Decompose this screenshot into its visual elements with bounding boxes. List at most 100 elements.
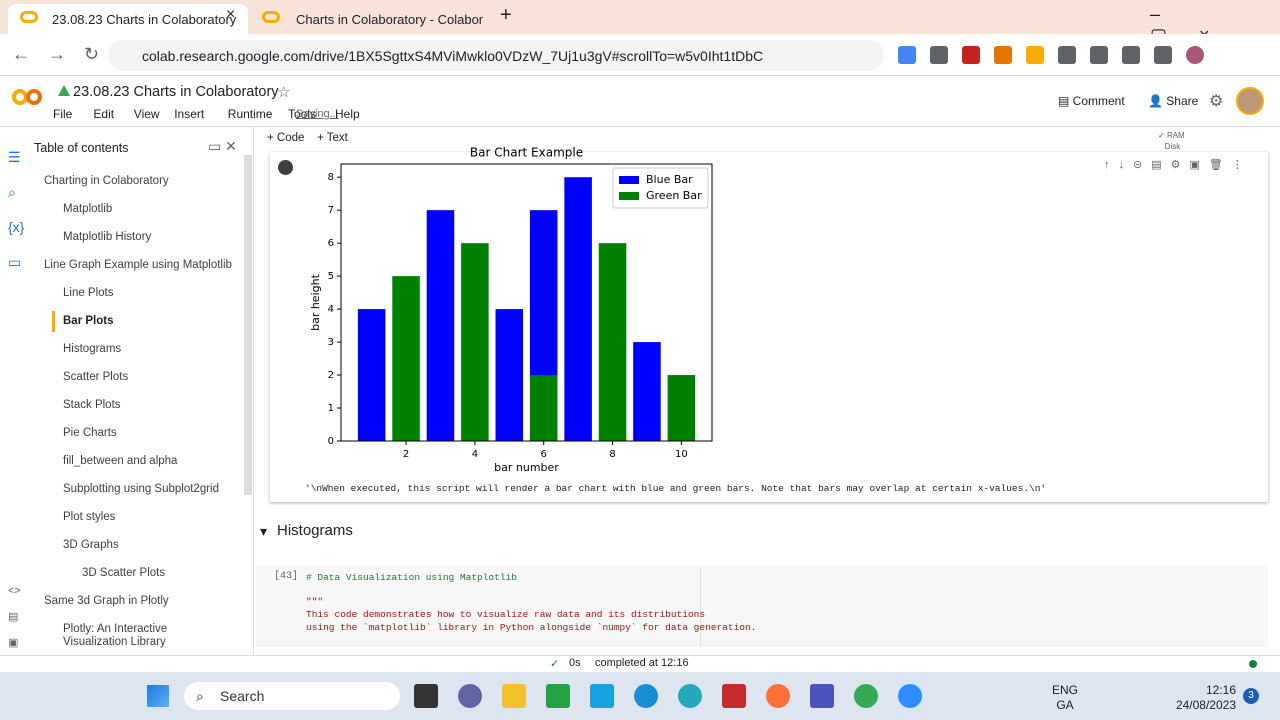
toc-item[interactable]: Matplotlib — [63, 203, 113, 215]
y-tick-label: 5 — [328, 271, 334, 282]
collapse-toggle[interactable]: ▾ — [260, 523, 268, 539]
menu-item[interactable]: File — [53, 107, 73, 121]
tab-icon — [262, 11, 280, 23]
menu-item[interactable]: Insert — [174, 107, 205, 121]
tab-icon — [20, 11, 38, 23]
menu-item[interactable]: View — [133, 107, 160, 121]
toc-item[interactable]: Plotly: An Interactive Visualization Lib… — [63, 623, 168, 648]
y-tick-label: 0 — [328, 436, 334, 447]
date: 24/08/2023 — [1175, 698, 1236, 712]
x-axis-label: bar number — [494, 461, 559, 474]
nav-buttons[interactable]: ←→↻ — [12, 44, 118, 64]
legend-label: Blue Bar — [646, 173, 693, 186]
code-comment: # Data Visualization using Matplotlib — [306, 572, 517, 583]
avatar[interactable] — [1236, 87, 1264, 115]
comment-button[interactable]: ▤ Comment — [1058, 94, 1125, 108]
settings[interactable]: ⚙ — [1209, 93, 1224, 110]
search-label: Search — [220, 688, 265, 704]
omnibox[interactable] — [108, 40, 884, 71]
axes-frame — [340, 163, 713, 442]
status-check: ✓ — [550, 658, 560, 670]
code-string: This code demonstrates how to visualize … — [306, 609, 706, 620]
y-tick-label: 4 — [328, 304, 334, 315]
disk-label: Disk — [1164, 142, 1181, 151]
code-string: using the `matplotlib` library in Python… — [306, 622, 757, 633]
y-tick-label: 8 — [328, 172, 334, 183]
toc-item[interactable]: fill_between and alpha — [63, 455, 178, 467]
sidebar-bottom-icons[interactable]: <> ▤ ▣ — [8, 585, 21, 649]
tab[interactable]: 23.08.23 Charts in Colaboratory — [8, 4, 248, 34]
time: 12:16 — [1205, 683, 1236, 697]
menu-item[interactable]: Runtime — [227, 107, 273, 121]
lang-2: GA — [1056, 698, 1074, 712]
bar — [392, 276, 420, 441]
x-tick-label: 6 — [541, 449, 547, 460]
add-text[interactable]: + Text — [317, 132, 348, 144]
start-button[interactable] — [147, 685, 169, 707]
toc-item[interactable]: Matplotlib History — [63, 231, 152, 243]
bar — [495, 309, 524, 441]
share-button[interactable]: 👤 Share — [1148, 94, 1199, 108]
search-box[interactable] — [184, 682, 400, 710]
notification-badge[interactable]: 3 — [1243, 688, 1259, 704]
share-label: Share — [1166, 94, 1199, 108]
divider — [0, 126, 1280, 127]
y-tick-label: 7 — [328, 205, 334, 216]
x-tick-label: 8 — [609, 449, 615, 460]
resources[interactable]: ✓ RAM Disk — [1158, 131, 1185, 151]
comment-label: Comment — [1072, 94, 1125, 108]
lang-1: ENG — [1052, 683, 1079, 697]
star[interactable]: ☆ — [277, 84, 291, 101]
clock[interactable]: 12:16 24/08/2023 — [1172, 683, 1236, 713]
status-time: 0s — [569, 657, 581, 669]
toc-item[interactable]: Histograms — [63, 343, 122, 355]
sidebar — [0, 127, 254, 655]
url: colab.research.google.com/drive/1BX5Sgtt… — [142, 48, 764, 64]
section-heading: Histograms — [277, 522, 353, 539]
toc-item[interactable]: Same 3d Graph in Plotly — [44, 595, 169, 607]
toc-item[interactable]: Plot styles — [63, 511, 116, 523]
bar — [529, 375, 558, 441]
y-tick-label: 1 — [328, 403, 334, 414]
sidebar-icons[interactable]: ☰ ⌕ {x} ▭ — [8, 149, 25, 270]
x-tick-label: 2 — [403, 449, 409, 460]
y-axis-label: bar height — [309, 273, 322, 330]
toc-item[interactable]: Line Graph Example using Matplotlib — [44, 259, 232, 271]
notebook-title[interactable]: 23.08.23 Charts in Colaboratory — [73, 84, 279, 100]
cell-actions[interactable]: ↑↓⊝▤⚙▣🗑⋮ — [1104, 159, 1252, 171]
toc-item[interactable]: Pie Charts — [63, 427, 117, 439]
run-button[interactable] — [278, 160, 293, 175]
taskbar-apps[interactable] — [414, 684, 924, 708]
extensions[interactable] — [898, 46, 1228, 66]
toc-item[interactable]: Stack Plots — [63, 399, 121, 411]
drive-icon — [58, 85, 70, 96]
menu-item[interactable]: Tools — [288, 107, 317, 121]
save-status: Saving... — [296, 108, 339, 120]
bar — [564, 177, 592, 441]
language[interactable]: ENG GA — [1052, 683, 1078, 713]
new-tab[interactable]: + — [500, 4, 512, 26]
status-message: completed at 12:16 — [595, 657, 689, 669]
bar — [633, 342, 661, 441]
output-text: '\nWhen executed, this script will rende… — [305, 483, 1047, 494]
tab[interactable]: Charts in Colaboratory - Colabor — [252, 4, 492, 34]
toc-item[interactable]: Line Plots — [63, 287, 114, 299]
menu-item[interactable]: Help — [335, 107, 360, 121]
toc-item[interactable]: Charting in Colaboratory — [44, 175, 169, 187]
bar — [461, 243, 489, 441]
toc-item[interactable]: Bar Plots — [63, 315, 114, 327]
menu-item[interactable]: Edit — [93, 107, 115, 121]
close-tab[interactable]: × — [226, 6, 236, 23]
toc-item[interactable]: Subplotting using Subplot2grid — [63, 483, 220, 495]
bar-chart: 0 1 2 3 4 5 6 7 8 2 4 6 8 10 Bar Chart Example bar numb… — [309, 146, 713, 474]
code-cell[interactable] — [256, 565, 1268, 647]
status-bar — [0, 655, 1280, 672]
toc-item[interactable]: 3D Graphs — [63, 539, 119, 551]
toc-item[interactable]: 3D Scatter Plots — [82, 567, 166, 579]
toc-controls[interactable]: ▭ ✕ — [208, 138, 237, 154]
toc-item[interactable]: Scatter Plots — [63, 371, 129, 383]
legend-label: Green Bar — [646, 189, 702, 202]
add-code[interactable]: + Code — [267, 132, 305, 144]
scrollbar — [244, 155, 252, 495]
